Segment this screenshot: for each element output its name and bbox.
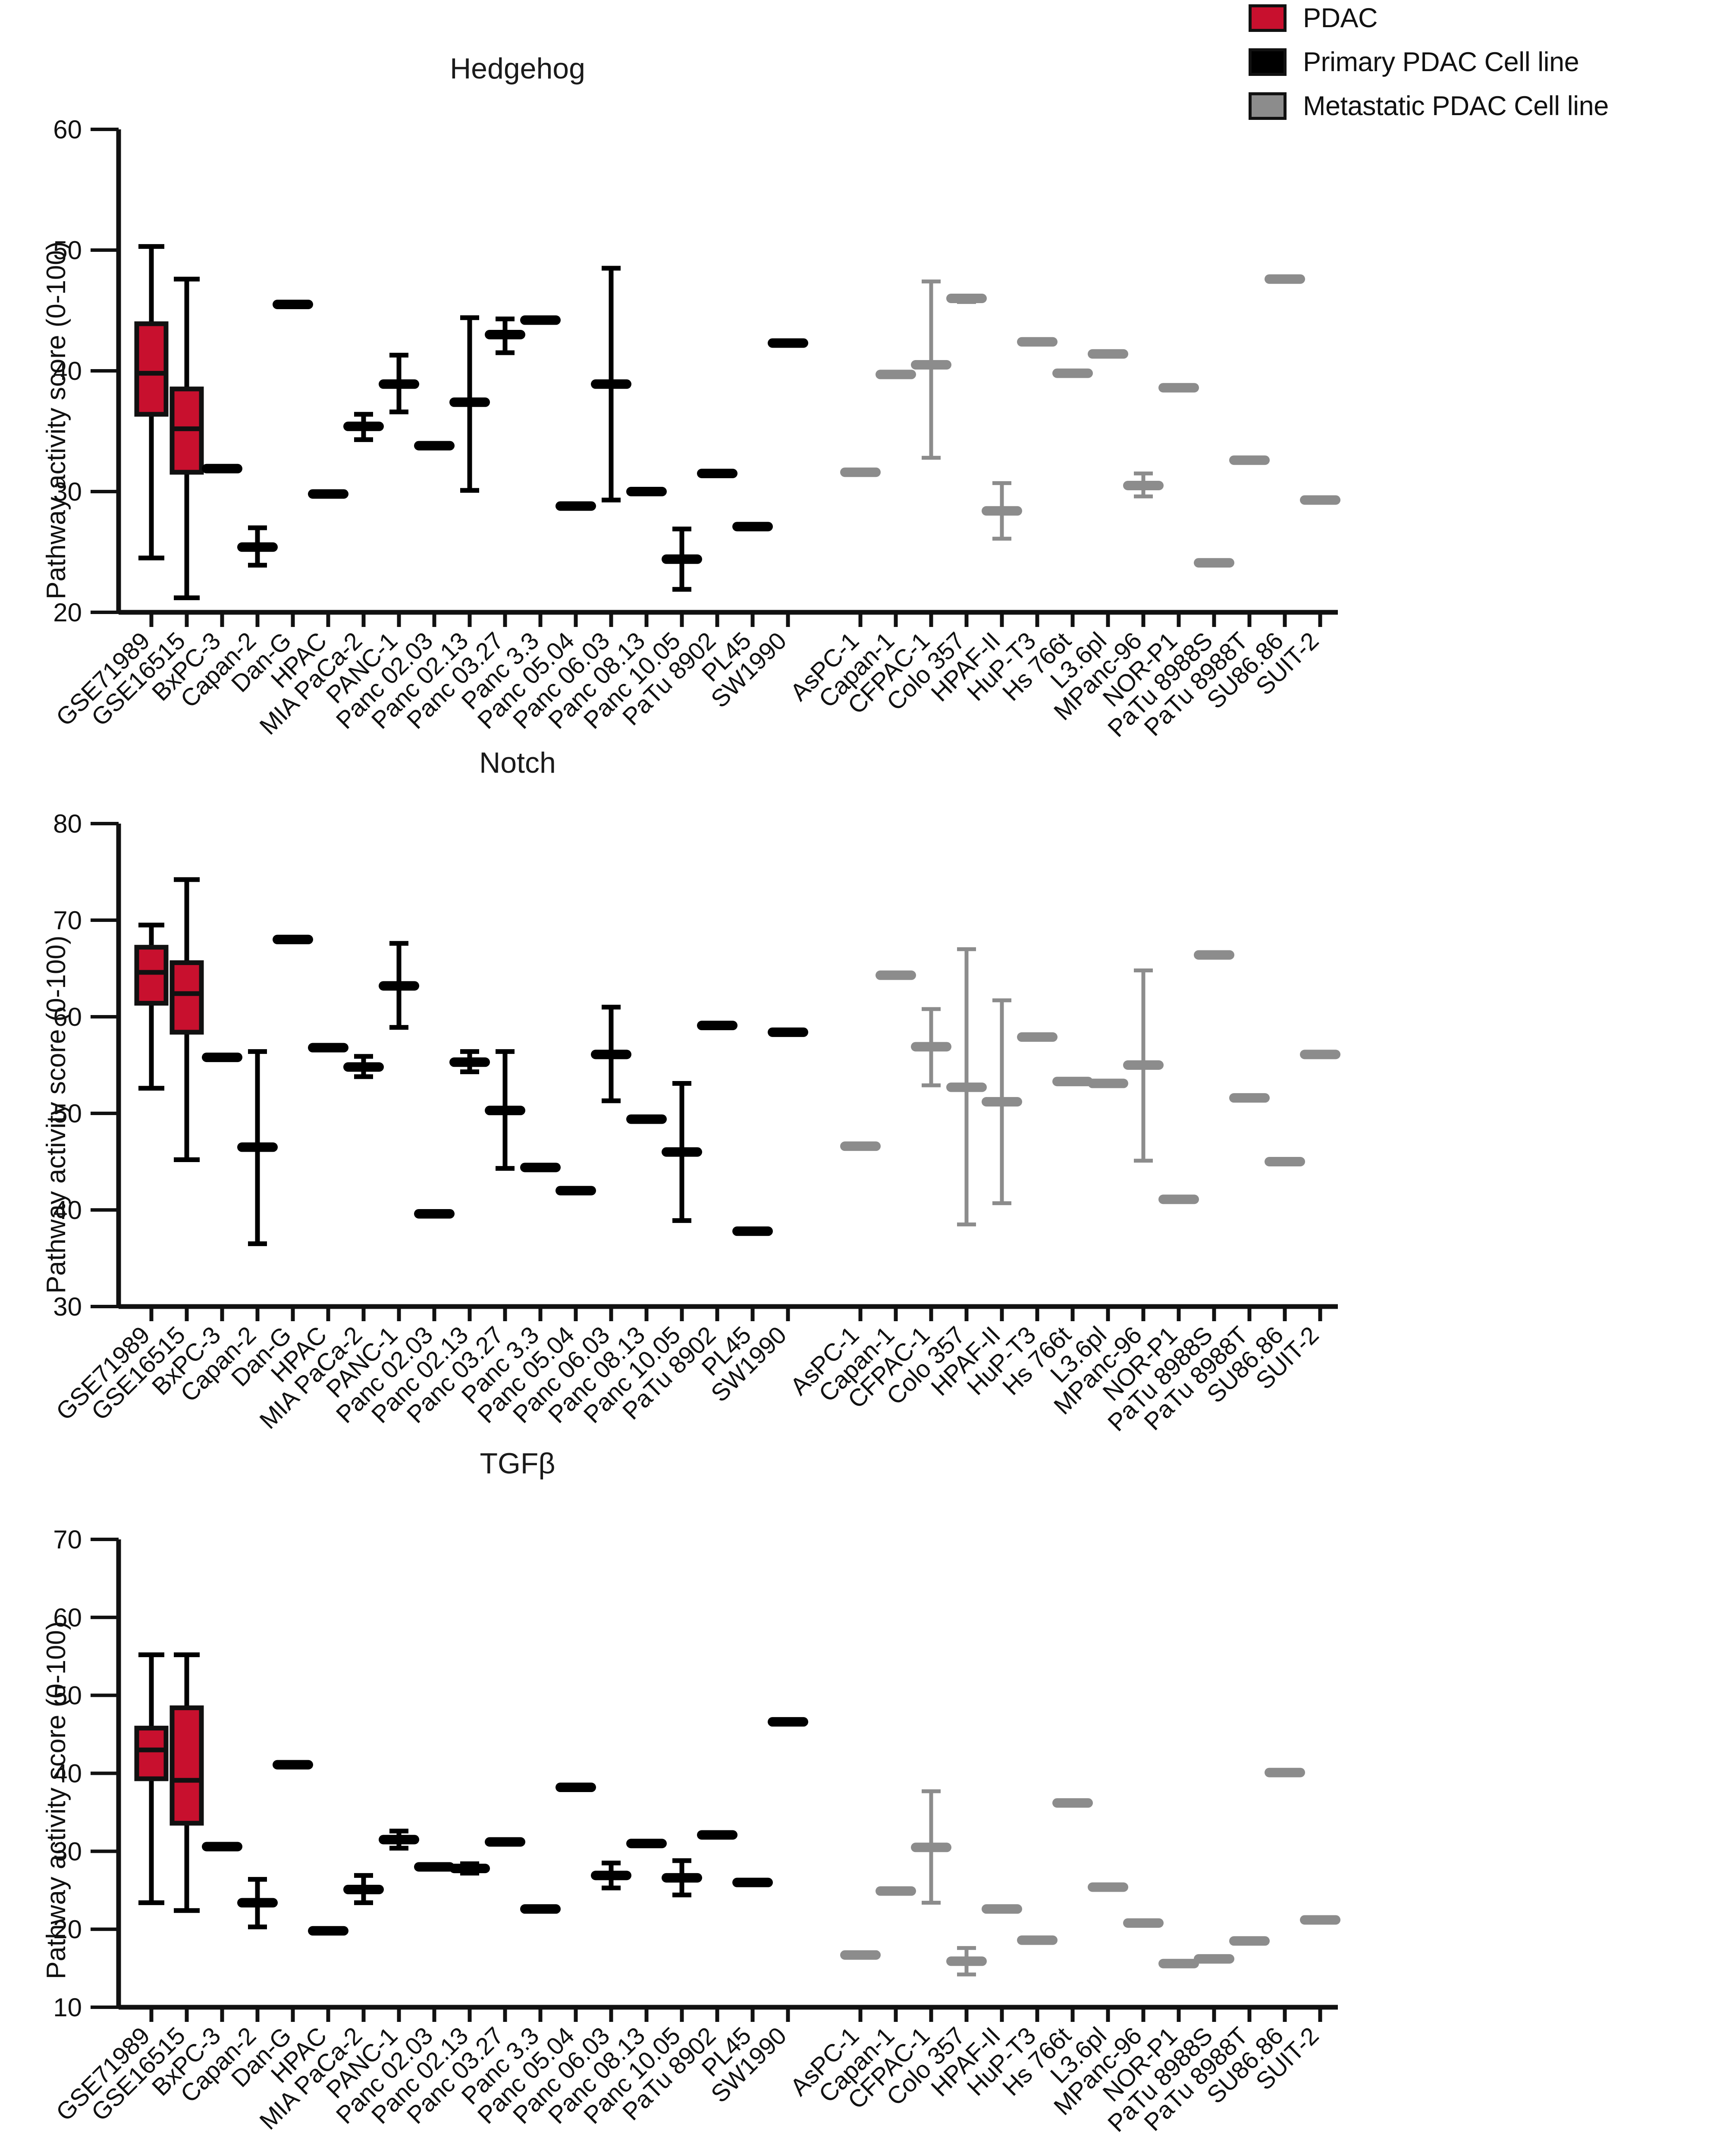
box-plot-capan-2 — [237, 1877, 278, 1930]
y-tick-label: 20 — [53, 1915, 82, 1944]
box-plot-cfpac-1 — [911, 1007, 951, 1087]
box-plot-capan-2 — [237, 1049, 278, 1246]
y-tick-label: 30 — [53, 1837, 82, 1866]
panel-title-notch: Notch — [479, 746, 556, 779]
y-tick-label: 40 — [53, 1759, 82, 1788]
y-tick-label: 60 — [53, 1003, 82, 1031]
y-tick-label: 40 — [53, 1196, 82, 1225]
box-plot-mpanc-96 — [1123, 471, 1164, 498]
box-plot-gse71989 — [134, 1652, 169, 1905]
box-plot-gse71989 — [134, 922, 169, 1091]
plot-area-notch: 304050607080GSE71989GSE16515BxPC-3Capan-… — [51, 809, 1340, 1437]
y-tick-label: 10 — [53, 1993, 82, 2022]
box-plot-gse16515 — [169, 877, 204, 1163]
legend-label-metastatic: Metastatic PDAC Cell line — [1303, 91, 1609, 121]
box-plot-gse16515 — [169, 276, 204, 600]
box-iqr — [134, 1726, 169, 1781]
box-plot-gse71989 — [134, 244, 169, 561]
y-tick-label: 50 — [53, 1681, 82, 1710]
legend-label-pdac: PDAC — [1303, 3, 1378, 33]
box-plot-panc-06-03 — [591, 1860, 631, 1890]
y-tick-label: 60 — [53, 1603, 82, 1632]
panel-title-tgfbeta: TGFβ — [480, 1447, 556, 1480]
y-tick-label: 20 — [53, 598, 82, 627]
box-plot-panc-03-27 — [485, 1049, 525, 1171]
box-plot-mia-paca-2 — [343, 1873, 384, 1905]
legend-swatch-primary-icon — [1249, 48, 1287, 76]
box-plot-panc-02-13 — [449, 315, 490, 493]
plot-area-tgfbeta: 10203040506070GSE71989GSE16515BxPC-3Capa… — [51, 1525, 1340, 2137]
y-tick-label: 70 — [53, 1525, 82, 1554]
box-plot-panc-02-13 — [449, 1049, 490, 1075]
box-plot-panc-06-03 — [591, 1005, 631, 1103]
box-plot-panc-1 — [379, 353, 419, 414]
box-plot-panc-1 — [379, 1828, 419, 1851]
panel-title-hedgehog: Hedgehog — [450, 52, 585, 85]
legend-swatch-metastatic-icon — [1249, 92, 1287, 120]
legend: PDAC Primary PDAC Cell line Metastatic P… — [1249, 4, 1609, 120]
box-plot-mia-paca-2 — [343, 1054, 384, 1079]
box-plot-colo-357 — [946, 294, 987, 304]
legend-item-metastatic: Metastatic PDAC Cell line — [1249, 92, 1609, 120]
plot-area-hedgehog: 2030405060GSE71989GSE16515BxPC-3Capan-2D… — [51, 115, 1340, 743]
box-plot-cfpac-1 — [911, 279, 951, 460]
box-plot-colo-357 — [946, 1946, 987, 1977]
y-tick-label: 30 — [53, 477, 82, 506]
box-iqr — [169, 960, 204, 1035]
y-tick-label: 50 — [53, 236, 82, 265]
legend-item-primary: Primary PDAC Cell line — [1249, 48, 1609, 76]
box-plot-panc-10-05 — [662, 1858, 702, 1898]
box-iqr — [134, 321, 169, 417]
box-plot-hpaf-ii — [982, 998, 1022, 1205]
box-plot-gse16515 — [169, 1652, 204, 1913]
box-plot-capan-2 — [237, 525, 278, 568]
legend-label-primary: Primary PDAC Cell line — [1303, 47, 1579, 77]
panel-tgfbeta: TGFβ Pathway activity score (0-100) 10 20… — [0, 1447, 1723, 2156]
box-iqr — [134, 945, 169, 1006]
y-tick-label: 60 — [53, 115, 82, 144]
box-iqr — [169, 1705, 204, 1826]
legend-item-pdac: PDAC — [1249, 4, 1609, 32]
legend-swatch-pdac-icon — [1249, 4, 1287, 32]
box-plot-panc-02-13 — [449, 1861, 490, 1876]
box-plot-colo-357 — [946, 947, 987, 1227]
box-plot-panc-10-05 — [662, 526, 702, 592]
box-plot-panc-10-05 — [662, 1081, 702, 1223]
y-tick-label: 50 — [53, 1099, 82, 1128]
box-plot-hpaf-ii — [982, 481, 1022, 541]
box-plot-panc-1 — [379, 941, 419, 1030]
box-plot-panc-03-27 — [485, 317, 525, 355]
y-tick-label: 40 — [53, 357, 82, 385]
y-tick-label: 30 — [53, 1292, 82, 1321]
box-plot-mpanc-96 — [1123, 968, 1164, 1163]
panel-notch: Notch Pathway activity score (0-100) 30 4… — [0, 746, 1723, 1479]
panel-hedgehog: Hedgehog Pathway activity score (0-100) … — [0, 52, 1723, 785]
y-tick-label: 80 — [53, 809, 82, 838]
y-tick-label: 70 — [53, 906, 82, 935]
box-plot-mia-paca-2 — [343, 412, 384, 442]
box-plot-panc-06-03 — [591, 266, 631, 503]
box-plot-cfpac-1 — [911, 1789, 951, 1905]
